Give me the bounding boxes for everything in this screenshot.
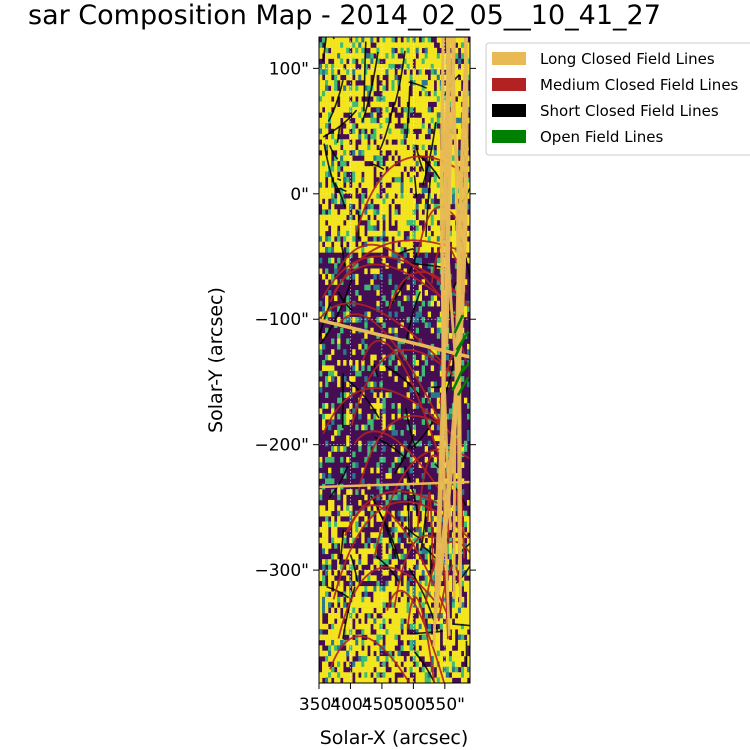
legend-entries: Long Closed Field Lines Medium Closed Fie… [492,50,739,146]
x-tick-label: 400" [330,695,370,715]
legend-swatch [492,52,526,65]
y-axis: 100" 0" −100" −200" −300" [254,59,476,581]
legend-swatch [492,104,526,117]
legend: Long Closed Field Lines Medium Closed Fie… [485,42,750,156]
chart-title: sar Composition Map - 2014_02_05__10_41_… [28,0,661,31]
legend-label: Medium Closed Field Lines [540,76,739,94]
x-axis: 350"400"450"500"550" [299,683,465,715]
y-axis-label: Solar-Y (arcsec) [205,287,227,433]
y-tick-label: 0" [290,185,309,205]
y-tick-label: −200" [254,436,309,456]
x-axis-label: Solar-X (arcsec) [320,727,469,749]
legend-swatch [492,78,526,91]
legend-label: Long Closed Field Lines [540,50,715,68]
legend-label: Short Closed Field Lines [540,102,719,120]
plot-frame [318,36,471,684]
x-tick-label: 450" [362,695,402,715]
legend-frame [485,42,750,156]
y-tick-label: −300" [254,561,309,581]
legend-label: Open Field Lines [540,128,663,146]
plot-area [319,37,470,683]
field-lines [319,37,470,683]
x-tick-label: 350" [299,695,339,715]
y-tick-label: 100" [269,59,309,79]
y-tick-label: −100" [254,310,309,330]
x-tick-label: 550" [425,695,465,715]
legend-swatch [492,130,526,143]
x-tick-label: 500" [393,695,433,715]
